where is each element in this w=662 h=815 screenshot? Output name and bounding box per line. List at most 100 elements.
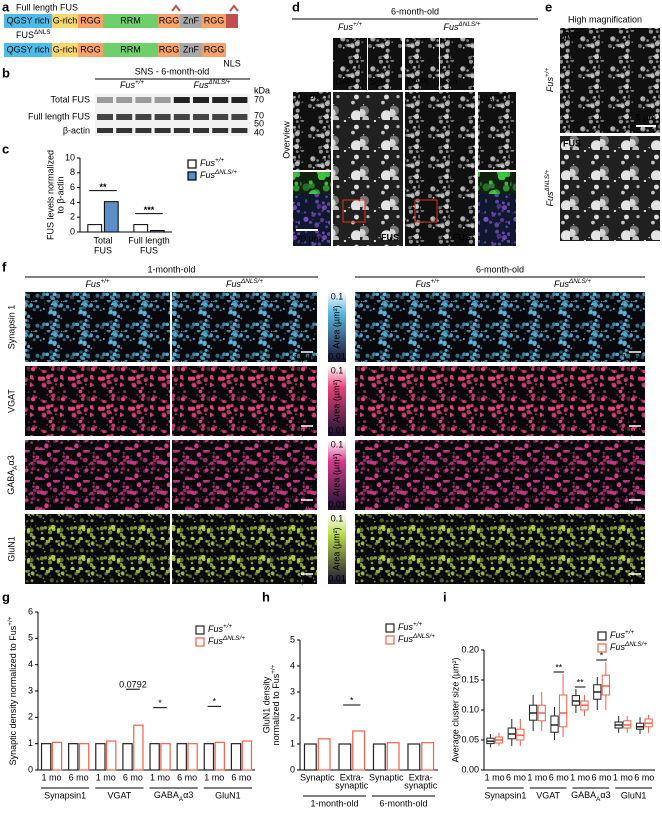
band: [116, 97, 133, 103]
text-part: Fus: [226, 279, 242, 289]
bar: [386, 742, 400, 771]
y-tick-label: 0.20: [461, 644, 479, 654]
box: [558, 694, 568, 728]
bar: [187, 743, 198, 771]
micrograph: [172, 514, 317, 584]
text-part: α3: [6, 455, 16, 465]
bar: [40, 743, 52, 771]
scale-label: 1 µm: [622, 426, 642, 436]
colorbar-min: 0.01: [328, 351, 346, 361]
label: synaptic: [335, 780, 369, 790]
text-part: ΔNLS/+: [568, 278, 591, 285]
text-part: +/+: [100, 278, 109, 285]
label: Synaptic density normalized to Fus+/+: [7, 616, 18, 765]
label: FusΔNLS/+: [444, 21, 481, 32]
label: Fus+/+: [544, 68, 555, 92]
text-part: +/+: [270, 664, 277, 673]
legend-swatch: [195, 637, 205, 647]
scale-label: 1 µm: [622, 500, 642, 510]
label: GluN1: [621, 790, 647, 800]
domain: [158, 14, 180, 28]
band: [193, 128, 209, 133]
text-part: Fus: [415, 279, 431, 289]
panel-title: 6-month-old: [391, 6, 439, 16]
panel-label: h: [262, 589, 270, 604]
panel-label: d: [292, 0, 300, 14]
band: [173, 128, 190, 133]
band: [135, 128, 152, 133]
text-part: GABA: [6, 470, 16, 495]
text-part: +/+: [544, 68, 551, 77]
text-part: Fus: [610, 642, 626, 652]
label: Extra-: [409, 772, 433, 782]
label: synaptic: [404, 780, 438, 790]
age: 1-month-old: [147, 264, 195, 274]
domain: [202, 14, 226, 28]
stain: FUS: [563, 138, 581, 148]
y-tick-label: 3: [290, 686, 295, 696]
bar: [95, 743, 106, 771]
label: FUS: [94, 245, 112, 255]
y-tick-label: 4: [28, 659, 33, 669]
label: 1-month-old: [310, 798, 358, 808]
y-tick-label: 3: [28, 685, 33, 695]
legend-swatch: [597, 643, 607, 653]
y-tick-label: 1: [290, 738, 295, 748]
y-tick-label: 5: [290, 634, 295, 644]
label: 1 mo: [613, 772, 633, 782]
micrograph: [500, 366, 645, 436]
text-part: FUS: [16, 30, 34, 40]
y-tick-label: 4: [290, 660, 295, 670]
domain: [4, 14, 52, 28]
micrograph: [333, 92, 403, 246]
bar: [87, 224, 103, 233]
bar: [103, 201, 119, 233]
domain-label: ZnF: [183, 15, 200, 25]
label: to β-actin: [55, 176, 65, 213]
colorbar-label: Area (µm²): [331, 379, 341, 422]
colorbar: [328, 440, 346, 510]
text-part: α3: [183, 790, 193, 800]
micrograph: [560, 136, 660, 241]
scale-label: 1 µm: [294, 426, 314, 436]
domain: [202, 43, 226, 57]
domain-label: RGG: [80, 15, 101, 25]
text-part: +/+: [135, 79, 144, 86]
blot-row-label: Total FUS: [50, 94, 90, 104]
micrograph: [440, 38, 474, 90]
label: 6 mo: [592, 772, 612, 782]
label: GABAAα3: [571, 790, 610, 803]
micrograph: [355, 440, 500, 510]
significance: *: [213, 697, 217, 707]
bar: [338, 743, 352, 771]
text-part: +/+: [430, 278, 439, 285]
bar: [68, 743, 79, 771]
band: [97, 97, 113, 103]
text-part: A: [12, 465, 19, 470]
colorbar-max: 0.1: [331, 365, 344, 375]
label: 6 mo: [177, 772, 197, 782]
bar: [317, 738, 331, 771]
scale-label: 20 µm: [296, 233, 321, 243]
domain-label: QGSY rich: [7, 15, 50, 25]
legend-swatch: [187, 171, 197, 181]
text-part: GABA: [571, 790, 596, 800]
y-tick-label: 0: [70, 226, 75, 236]
text-part: ΔNLS/+: [412, 633, 435, 640]
label: FusΔNLS/+: [226, 278, 263, 289]
label: Synapsin1: [484, 790, 526, 800]
y-tick-label: 8: [70, 167, 75, 177]
text-part: ΔNLS: [34, 29, 50, 36]
label: Fus+/+: [120, 79, 144, 90]
label: GABAAα3: [154, 790, 193, 803]
micrograph: [25, 292, 170, 362]
panel-label: b: [2, 65, 10, 80]
text-part: +/+: [223, 623, 232, 630]
text-part: +/+: [353, 21, 362, 28]
domain: [78, 43, 103, 57]
y-tick-label: 2: [28, 712, 33, 722]
y-tick-label: 1: [28, 738, 33, 748]
text-part: +/+: [625, 629, 634, 636]
significance: **: [577, 677, 585, 687]
text-part: α3: [600, 790, 610, 800]
